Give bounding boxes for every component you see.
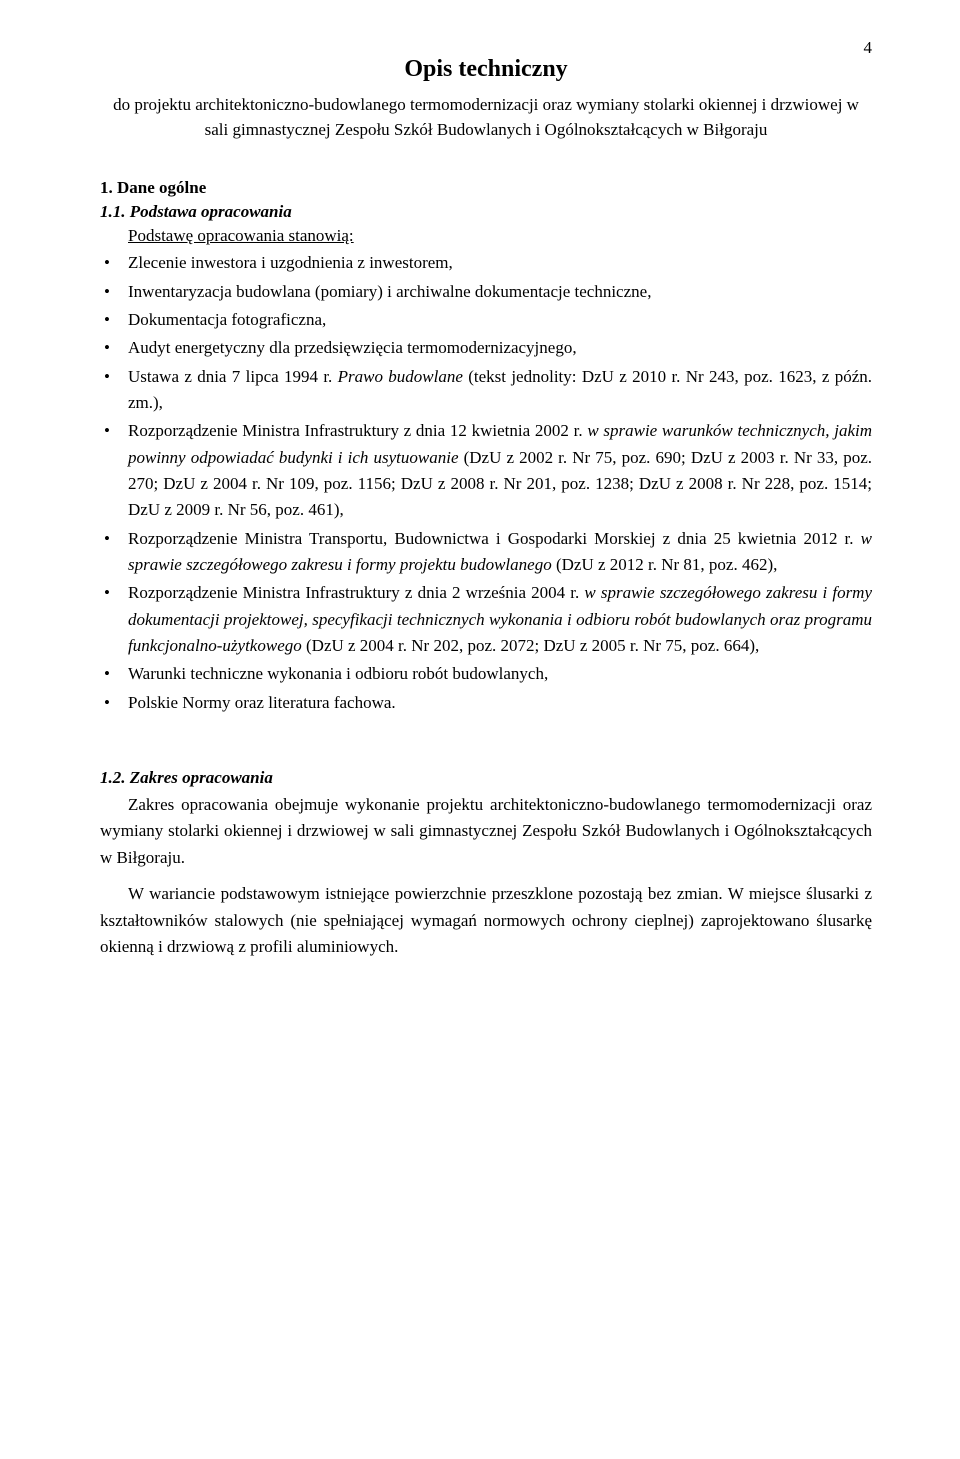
text: (DzU z 2012 r. Nr 81, poz. 462), (552, 555, 778, 574)
subsection-heading-1-2: 1.2. Zakres opracowania (100, 768, 872, 788)
text: Rozporządzenie Ministra Infrastruktury z… (128, 421, 587, 440)
list-item: Rozporządzenie Ministra Infrastruktury z… (100, 580, 872, 659)
list-item: Ustawa z dnia 7 lipca 1994 r. Prawo budo… (100, 364, 872, 417)
text: Rozporządzenie Ministra Infrastruktury z… (128, 583, 584, 602)
lead-text: Podstawę opracowania stanowią: (128, 226, 872, 246)
section-heading-1: 1. Dane ogólne (100, 178, 872, 198)
text: Rozporządzenie Ministra Transportu, Budo… (128, 529, 861, 548)
page: 4 Opis techniczny do projektu architekto… (0, 0, 960, 1459)
subsection-heading-1-1: 1.1. Podstawa opracowania (100, 202, 872, 222)
italic-text: Prawo budowlane (338, 367, 463, 386)
list-item: Zlecenie inwestora i uzgodnienia z inwes… (100, 250, 872, 276)
list-item: Warunki techniczne wykonania i odbioru r… (100, 661, 872, 687)
list-item: Polskie Normy oraz literatura fachowa. (100, 690, 872, 716)
basis-list: Zlecenie inwestora i uzgodnienia z inwes… (100, 250, 872, 716)
text: Ustawa z dnia 7 lipca 1994 r. (128, 367, 338, 386)
list-item: Dokumentacja fotograficzna, (100, 307, 872, 333)
list-item: Audyt energetyczny dla przedsięwzięcia t… (100, 335, 872, 361)
title: Opis techniczny (100, 56, 872, 83)
paragraph: Zakres opracowania obejmuje wykonanie pr… (100, 792, 872, 871)
subtitle: do projektu architektoniczno-budowlanego… (100, 93, 872, 142)
text: (DzU z 2004 r. Nr 202, poz. 2072; DzU z … (302, 636, 760, 655)
list-item: Rozporządzenie Ministra Infrastruktury z… (100, 418, 872, 523)
list-item: Rozporządzenie Ministra Transportu, Budo… (100, 526, 872, 579)
paragraph: W wariancie podstawowym istniejące powie… (100, 881, 872, 960)
page-number: 4 (864, 38, 873, 58)
list-item: Inwentaryzacja budowlana (pomiary) i arc… (100, 279, 872, 305)
